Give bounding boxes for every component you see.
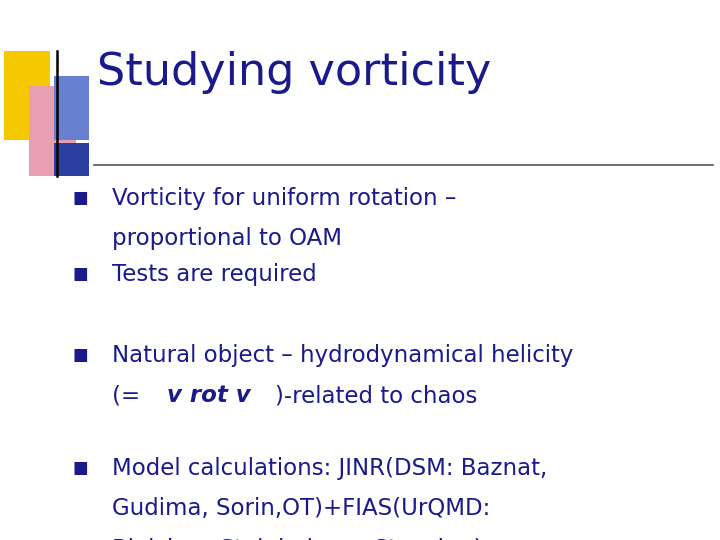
FancyBboxPatch shape (54, 76, 89, 140)
Text: ■: ■ (72, 346, 88, 364)
Text: proportional to OAM: proportional to OAM (112, 227, 341, 251)
Text: Natural object – hydrodynamical helicity: Natural object – hydrodynamical helicity (112, 343, 573, 367)
Text: Vorticity for uniform rotation –: Vorticity for uniform rotation – (112, 187, 456, 210)
Text: Model calculations: JINR(DSM: Baznat,: Model calculations: JINR(DSM: Baznat, (112, 457, 547, 480)
Text: ■: ■ (72, 265, 88, 283)
Text: ■: ■ (72, 460, 88, 477)
Text: (=: (= (112, 384, 154, 407)
FancyBboxPatch shape (54, 143, 89, 176)
Text: )-related to chaos: )-related to chaos (274, 384, 477, 407)
Text: ■: ■ (72, 190, 88, 207)
FancyBboxPatch shape (4, 51, 50, 140)
Text: Bleicher, Steinheimer, Stoecker): Bleicher, Steinheimer, Stoecker) (112, 538, 482, 540)
Text: Gudima, Sorin,OT)+FIAS(UrQMD:: Gudima, Sorin,OT)+FIAS(UrQMD: (112, 497, 490, 521)
FancyBboxPatch shape (29, 86, 76, 176)
Text: Tests are required: Tests are required (112, 262, 316, 286)
Text: v rot v: v rot v (166, 384, 251, 407)
Text: Studying vorticity: Studying vorticity (97, 51, 492, 94)
